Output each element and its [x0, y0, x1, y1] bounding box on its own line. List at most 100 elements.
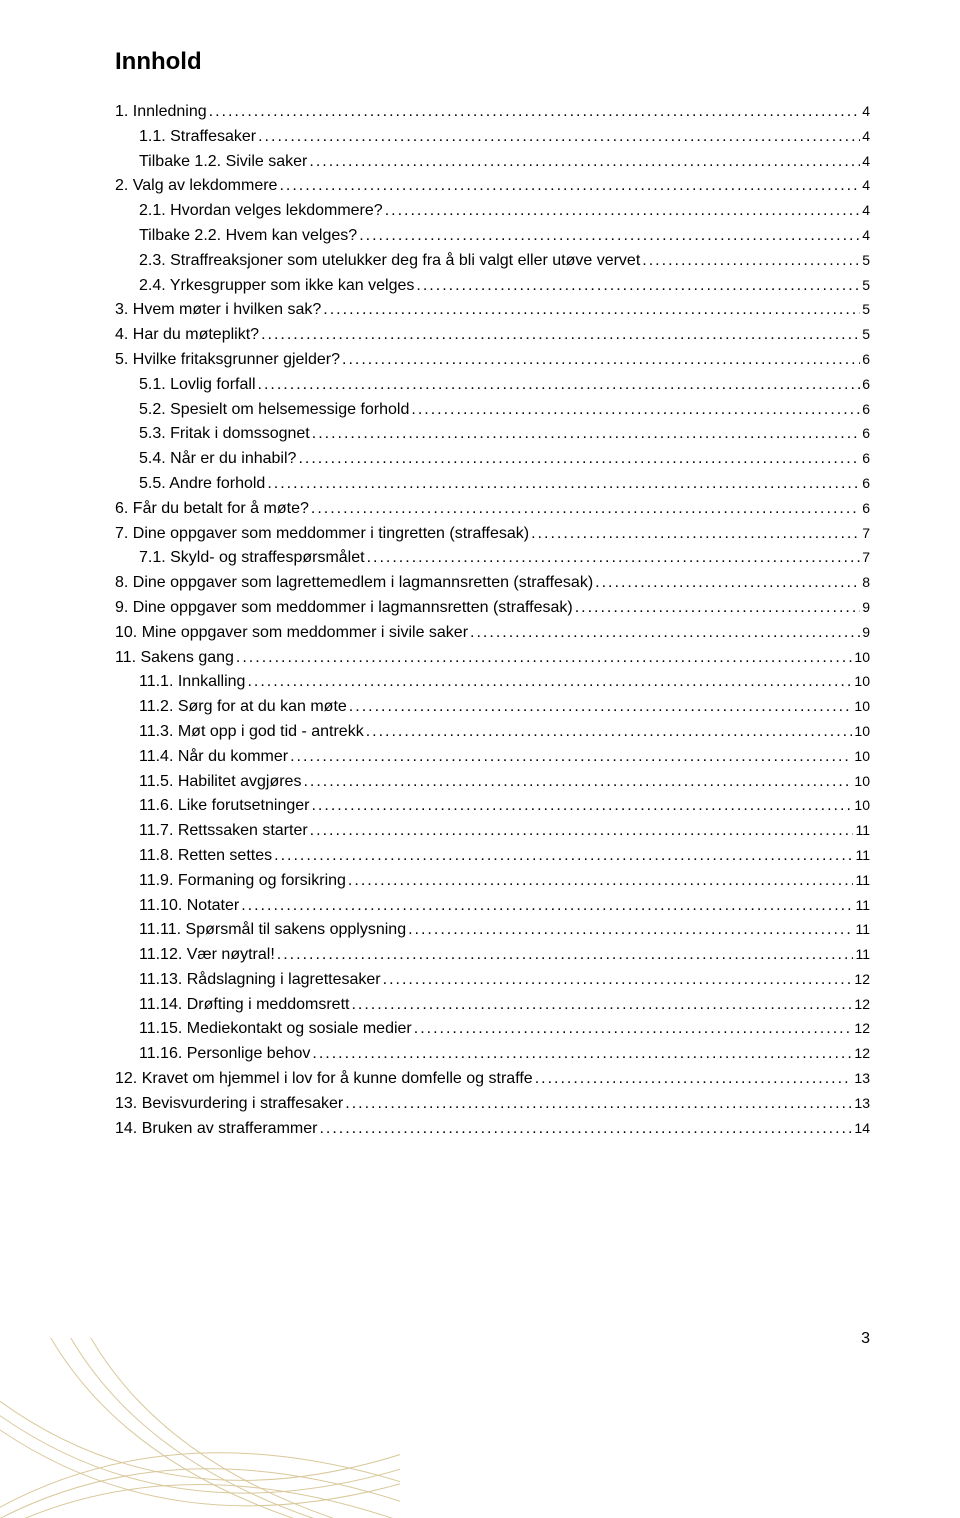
toc-entry-page: 11: [853, 919, 870, 941]
toc-entry: 11.6. Like forutsetninger10: [115, 794, 870, 819]
toc-entry-label: 11.3. Møt opp i god tid - antrekk: [139, 720, 364, 745]
toc-entry-label: 11.15. Mediekontakt og sosiale medier: [139, 1017, 412, 1042]
toc-entry-page: 10: [852, 671, 870, 693]
toc-entry-label: 9. Dine oppgaver som meddommer i lagmann…: [115, 596, 573, 621]
toc-leader: [383, 199, 861, 224]
toc-entry: 2. Valg av lekdommere4: [115, 174, 870, 199]
toc-entry-page: 6: [860, 473, 870, 495]
toc-entry-page: 11: [853, 944, 870, 966]
toc-leader: [468, 621, 860, 646]
toc-leader: [412, 1017, 853, 1042]
toc-entry: 7.1. Skyld- og straffespørsmålet 7: [115, 546, 870, 571]
toc-entry-page: 12: [852, 994, 870, 1016]
toc-leader: [245, 670, 852, 695]
toc-entry-page: 10: [852, 771, 870, 793]
toc-leader: [317, 1117, 852, 1142]
toc-entry: 11.3. Møt opp i god tid - antrekk10: [115, 720, 870, 745]
toc-leader: [640, 249, 860, 274]
toc-entry-page: 6: [860, 399, 870, 421]
toc-entry: 11. Sakens gang10: [115, 646, 870, 671]
toc-entry-page: 10: [852, 746, 870, 768]
toc-entry: 1. Innledning 4: [115, 100, 870, 125]
toc-entry-label: 13. Bevisvurdering i straffesaker: [115, 1092, 343, 1117]
toc-entry: 11.15. Mediekontakt og sosiale medier 12: [115, 1017, 870, 1042]
toc-entry-page: 6: [860, 423, 870, 445]
toc-leader: [533, 1067, 853, 1092]
toc-entry-label: 11.2. Sørg for at du kan møte: [139, 695, 347, 720]
toc-entry-label: 5.1. Lovlig forfall: [139, 373, 256, 398]
toc-entry-page: 13: [852, 1068, 870, 1090]
page-title: Innhold: [115, 48, 870, 76]
toc-entry-page: 5: [860, 250, 870, 272]
toc-entry-label: 11.16. Personlige behov: [139, 1042, 310, 1067]
toc-entry-label: 11.8. Retten settes: [139, 844, 272, 869]
toc-leader: [239, 894, 853, 919]
toc-leader: [256, 125, 860, 150]
toc-entry: 11.7. Rettssaken starter11: [115, 819, 870, 844]
toc-entry: 11.11. Spørsmål til sakens opplysning 11: [115, 918, 870, 943]
toc-entry-page: 9: [860, 597, 870, 619]
toc-leader: [346, 869, 854, 894]
toc-entry-page: 6: [860, 498, 870, 520]
toc-entry-label: 11.6. Like forutsetninger: [139, 794, 309, 819]
toc-entry: 5.2. Spesielt om helsemessige forhold6: [115, 398, 870, 423]
decorative-lines: [0, 1338, 400, 1518]
toc-entry-page: 14: [852, 1118, 870, 1140]
toc-entry-label: 11.7. Rettssaken starter: [139, 819, 308, 844]
toc-entry-page: 4: [860, 101, 870, 123]
toc-entry-page: 12: [852, 1018, 870, 1040]
toc-entry: 13. Bevisvurdering i straffesaker 13: [115, 1092, 870, 1117]
toc-entry-label: 11.11. Spørsmål til sakens opplysning: [139, 918, 406, 943]
toc-leader: [309, 794, 852, 819]
toc-entry: 6. Får du betalt for å møte?6: [115, 497, 870, 522]
toc-entry-label: 7.1. Skyld- og straffespørsmålet: [139, 546, 365, 571]
toc-leader: [277, 174, 860, 199]
toc-entry: 9. Dine oppgaver som meddommer i lagmann…: [115, 596, 870, 621]
toc-entry: 3. Hvem møter i hvilken sak?5: [115, 298, 870, 323]
toc-entry: 7. Dine oppgaver som meddommer i tingret…: [115, 522, 870, 547]
toc-entry: 5.4. Når er du inhabil? 6: [115, 447, 870, 472]
toc-entry: 5. Hvilke fritaksgrunner gjelder? 6: [115, 348, 870, 373]
toc-entry-label: 11.9. Formaning og forsikring: [139, 869, 346, 894]
toc-leader: [409, 398, 860, 423]
toc-entry-page: 5: [860, 324, 870, 346]
toc-entry-page: 4: [860, 126, 870, 148]
toc-leader: [288, 745, 852, 770]
toc-leader: [234, 646, 853, 671]
toc-entry-label: Tilbake 1.2. Sivile saker: [139, 150, 307, 175]
toc-entry-label: 5.5. Andre forhold: [139, 472, 265, 497]
toc-entry: 14. Bruken av strafferammer14: [115, 1117, 870, 1142]
toc-entry-label: 11.5. Habilitet avgjøres: [139, 770, 301, 795]
toc-entry-label: 1. Innledning: [115, 100, 207, 125]
toc-entry-page: 4: [860, 225, 870, 247]
toc-leader: [301, 770, 852, 795]
toc-entry-page: 7: [860, 547, 870, 569]
toc-entry: 11.10. Notater11: [115, 894, 870, 919]
toc-entry: 11.4. Når du kommer10: [115, 745, 870, 770]
toc-entry-label: 11. Sakens gang: [115, 646, 234, 671]
toc-entry: 11.5. Habilitet avgjøres 10: [115, 770, 870, 795]
toc-entry: 11.2. Sørg for at du kan møte10: [115, 695, 870, 720]
toc-leader: [207, 100, 861, 125]
toc-entry-page: 6: [860, 448, 870, 470]
toc-leader: [349, 993, 852, 1018]
toc-entry-page: 9: [860, 622, 870, 644]
toc-entry-label: 5. Hvilke fritaksgrunner gjelder?: [115, 348, 340, 373]
toc-entry-label: 2. Valg av lekdommere: [115, 174, 277, 199]
toc-entry-page: 13: [852, 1093, 870, 1115]
toc-leader: [364, 720, 853, 745]
toc-entry-page: 6: [860, 374, 870, 396]
toc-entry: 8. Dine oppgaver som lagrettemedlem i la…: [115, 571, 870, 596]
toc-entry-label: 11.12. Vær nøytral!: [139, 943, 275, 968]
toc-leader: [414, 274, 860, 299]
toc-leader: [296, 447, 860, 472]
toc-leader: [343, 1092, 852, 1117]
toc-entry: 12. Kravet om hjemmel i lov for å kunne …: [115, 1067, 870, 1092]
toc-entry-label: 2.3. Straffreaksjoner som utelukker deg …: [139, 249, 640, 274]
toc-entry-label: 3. Hvem møter i hvilken sak?: [115, 298, 321, 323]
toc-leader: [308, 819, 854, 844]
toc-entry-label: 1.1. Straffesaker: [139, 125, 256, 150]
toc-entry-label: 10. Mine oppgaver som meddommer i sivile…: [115, 621, 468, 646]
toc-entry-page: 6: [860, 349, 870, 371]
toc-entry-page: 11: [853, 895, 870, 917]
